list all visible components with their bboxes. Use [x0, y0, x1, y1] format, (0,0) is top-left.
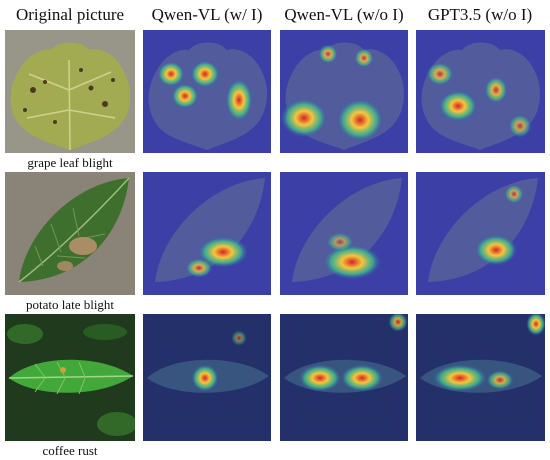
coffee-leaf-heatmap-qwen-vl-without-instruction [280, 314, 408, 441]
grape-leaf-original-photo [5, 30, 135, 153]
column-header-qwen-vl-without-instruction: Qwen-VL (w/o I) [284, 5, 404, 24]
coffee-leaf-original-photo [5, 314, 135, 441]
row-caption-potato: potato late blight [25, 297, 115, 312]
coffee-leaf-heatmap-gpt35-without-instruction [416, 314, 545, 441]
potato-leaf-heatmap-qwen-vl-without-instruction [280, 172, 408, 295]
coffee-leaf-heatmap-qwen-vl-with-instruction [143, 314, 271, 441]
grape-leaf-heatmap-gpt35-without-instruction [416, 30, 545, 153]
potato-leaf-heatmap-gpt35-without-instruction [416, 172, 545, 295]
column-header-gpt35-without-instruction: GPT3.5 (w/o I) [427, 5, 533, 24]
row-caption-coffee: coffee rust [42, 443, 98, 458]
potato-leaf-heatmap-qwen-vl-with-instruction [143, 172, 271, 295]
grape-leaf-heatmap-qwen-vl-with-instruction [143, 30, 271, 153]
column-header-original: Original picture [15, 5, 125, 24]
grape-leaf-heatmap-qwen-vl-without-instruction [280, 30, 408, 153]
potato-leaf-original-photo [5, 172, 135, 295]
column-header-qwen-vl-with-instruction: Qwen-VL (w/ I) [151, 5, 263, 24]
row-caption-grape: grape leaf blight [27, 155, 113, 170]
